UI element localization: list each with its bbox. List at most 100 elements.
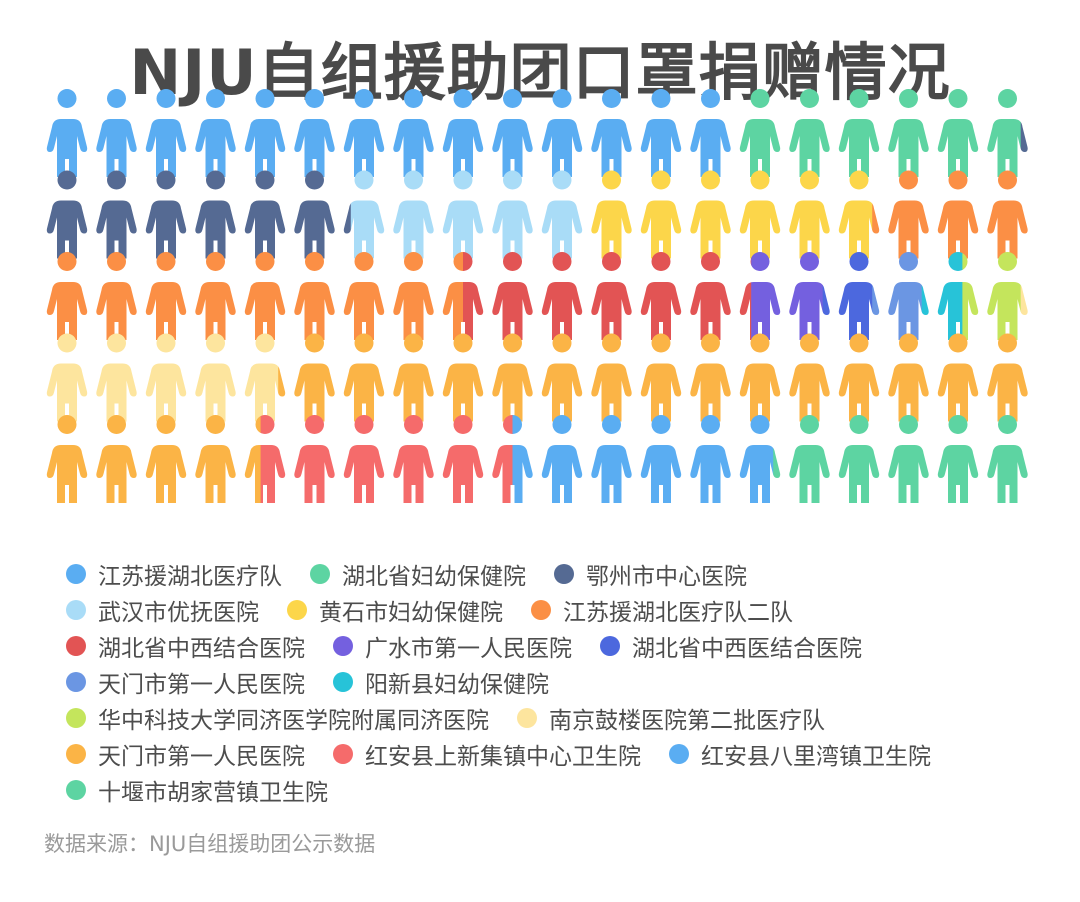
person-icon [294, 170, 335, 259]
person-icon [541, 170, 583, 259]
person-icon [46, 415, 88, 503]
person-icon [294, 252, 335, 340]
person-icon-segment [937, 333, 979, 422]
legend-swatch [333, 672, 353, 692]
person-icon [690, 89, 731, 177]
person-icon-segment [260, 415, 286, 503]
person-icon-segment [1020, 252, 1028, 340]
person-icon [442, 252, 484, 340]
person-icon-segment [195, 333, 236, 422]
person-icon-segment [987, 252, 1022, 340]
person-icon-segment [294, 333, 335, 422]
legend-swatch [310, 564, 330, 584]
legend-label: 江苏援湖北医疗队 [98, 564, 282, 590]
person-icon [937, 252, 979, 340]
person-icon [937, 89, 979, 177]
person-icon-segment [145, 170, 187, 259]
person-icon [46, 89, 88, 177]
person-icon-segment [393, 89, 434, 177]
person-icon [789, 415, 830, 503]
person-icon [640, 170, 682, 259]
person-icon-segment [690, 170, 731, 259]
person-icon-segment [512, 415, 533, 503]
person-icon [640, 415, 682, 503]
person-icon-segment [244, 170, 286, 259]
person-icon [690, 415, 731, 503]
legend-swatch [66, 672, 86, 692]
person-icon-segment [343, 170, 352, 259]
person-icon-segment [195, 170, 236, 259]
person-icon-segment [921, 252, 929, 340]
person-icon [888, 415, 929, 503]
person-icon-segment [591, 89, 632, 177]
person-icon-segment [591, 252, 632, 340]
person-icon [987, 415, 1028, 503]
legend-swatch [517, 708, 537, 728]
person-icon-segment [888, 89, 929, 177]
person-icon [640, 89, 682, 177]
person-icon-segment [244, 333, 279, 422]
legend-row: 天门市第一人民医院 红安县上新集镇中心卫生院 红安县八里湾镇卫生院 [66, 736, 1046, 772]
person-icon-segment [442, 170, 484, 259]
legend-item: 红安县上新集镇中心卫生院 [333, 737, 641, 771]
legend-item: 天门市第一人民医院 [66, 737, 305, 771]
legend-item: 南京鼓楼医院第二批医疗队 [517, 701, 825, 735]
person-icon-segment [888, 333, 929, 422]
person-icon [591, 252, 632, 340]
person-icon-segment [888, 170, 929, 259]
person-icon [343, 415, 385, 503]
person-icon-segment [442, 89, 484, 177]
legend-item: 红安县八里湾镇卫生院 [669, 737, 931, 771]
person-icon [690, 252, 731, 340]
legend-swatch [669, 744, 689, 764]
person-icon-segment [492, 170, 533, 259]
person-icon-segment [195, 415, 236, 503]
person-icon [244, 89, 286, 177]
person-icon-segment [690, 333, 731, 422]
person-icon-segment [739, 333, 781, 422]
person-icon [789, 252, 830, 340]
person-icon [888, 252, 929, 340]
person-icon-segment [393, 333, 434, 422]
person-icon [541, 333, 583, 422]
person-icon [739, 89, 781, 177]
person-icon [393, 252, 434, 340]
person-icon-segment [1020, 89, 1028, 177]
person-icon [244, 252, 286, 340]
person-icon [195, 89, 236, 177]
legend-item: 华中科技大学同济医学院附属同济医院 [66, 701, 489, 735]
person-icon-segment [987, 333, 1028, 422]
legend-swatch [66, 600, 86, 620]
person-icon-segment [350, 170, 385, 259]
person-icon-segment [393, 252, 434, 340]
person-icon-segment [739, 415, 774, 503]
person-icon [838, 89, 880, 177]
person-icon [541, 89, 583, 177]
person-icon [96, 170, 137, 259]
person-icon-segment [96, 333, 137, 422]
person-icon [393, 415, 434, 503]
person-icon-segment [640, 252, 682, 340]
legend-item: 湖北省妇幼保健院 [310, 557, 526, 591]
person-icon-segment [294, 252, 335, 340]
person-icon [442, 415, 484, 503]
legend-swatch [66, 780, 86, 800]
legend-item: 黄石市妇幼保健院 [287, 593, 503, 627]
legend-swatch [66, 744, 86, 764]
person-icon-segment [789, 252, 824, 340]
legend-swatch [333, 744, 353, 764]
legend-label: 广水市第一人民医院 [365, 636, 572, 662]
person-icon [96, 89, 137, 177]
person-icon [393, 89, 434, 177]
person-icon-segment [789, 170, 830, 259]
person-icon-segment [822, 252, 830, 340]
person-icon [294, 89, 335, 177]
person-icon-segment [937, 170, 979, 259]
person-icon [591, 333, 632, 422]
person-icon [987, 252, 1028, 340]
person-icon [145, 333, 187, 422]
person-icon-segment [343, 252, 385, 340]
person-icon-segment [888, 415, 929, 503]
person-icon-segment [541, 170, 583, 259]
person-icon-segment [640, 170, 682, 259]
